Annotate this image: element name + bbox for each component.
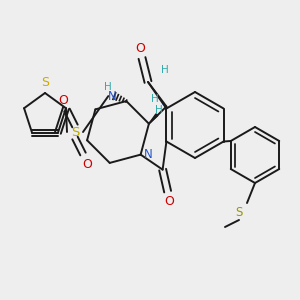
Text: S: S <box>71 125 79 139</box>
Text: O: O <box>135 41 145 55</box>
Text: S: S <box>41 76 49 89</box>
Text: H: H <box>151 94 158 103</box>
Text: N: N <box>162 104 163 105</box>
Text: H: H <box>155 105 163 115</box>
Text: N: N <box>108 90 117 103</box>
Text: N: N <box>144 148 153 161</box>
Text: O: O <box>82 158 92 170</box>
Text: O: O <box>58 94 68 106</box>
Polygon shape <box>149 114 158 124</box>
Text: H: H <box>104 82 112 92</box>
Text: O: O <box>165 195 175 208</box>
Text: H: H <box>161 65 169 75</box>
Text: S: S <box>235 206 243 220</box>
